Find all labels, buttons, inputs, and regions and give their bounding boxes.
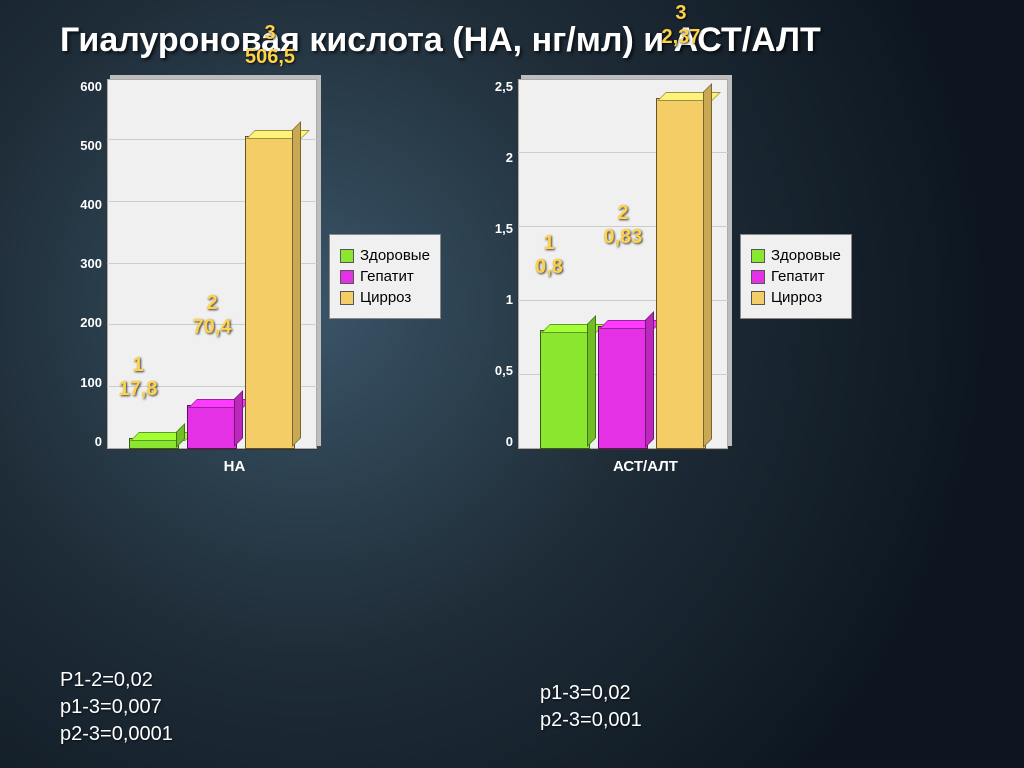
chart-2-area: 2,521,510,50 10,820,8332,37 АСТ/АЛТ <box>471 79 728 475</box>
bar-healthy <box>540 330 590 448</box>
bar-hepatitis <box>187 405 237 448</box>
bar-hepatitis <box>598 326 648 449</box>
charts-row: 6005004003002001000 117,8270,43506,5 НА … <box>60 79 984 475</box>
bar-label: 117,8 <box>93 353 183 401</box>
bar-label: 20,83 <box>578 201 668 249</box>
chart-2-plot: 10,820,8332,37 <box>517 79 728 450</box>
legend-hepatitis-2: Гепатит <box>751 268 841 285</box>
slide: Гиалуроновая кислота (НА, нг/мл) и АСТ/А… <box>0 0 1024 768</box>
legend-hepatitis: Гепатит <box>340 268 430 285</box>
bar-label: 10,8 <box>504 231 594 279</box>
chart-2-block: 2,521,510,50 10,820,8332,37 АСТ/АЛТ Здор… <box>471 79 852 475</box>
page-title: Гиалуроновая кислота (НА, нг/мл) и АСТ/А… <box>60 20 984 61</box>
chart-2-x-label: АСТ/АЛТ <box>563 458 728 475</box>
chart-2-y-axis: 2,521,510,50 <box>471 79 513 449</box>
legend-cirrhosis: Цирроз <box>340 289 430 306</box>
legend-cirrhosis-2: Цирроз <box>751 289 841 306</box>
legend-2: Здоровые Гепатит Цирроз <box>740 234 852 319</box>
bar-label: 270,4 <box>167 291 257 339</box>
chart-1-y-axis: 6005004003002001000 <box>60 79 102 449</box>
legend-healthy-2: Здоровые <box>751 247 841 264</box>
bar-healthy <box>129 438 179 449</box>
legend-healthy: Здоровые <box>340 247 430 264</box>
chart-2-pvalues: р1-3=0,02р2-3=0,001 <box>540 680 642 734</box>
bar-cirrhosis <box>245 136 295 448</box>
chart-1-area: 6005004003002001000 117,8270,43506,5 НА <box>60 79 317 475</box>
bar-cirrhosis <box>656 98 706 449</box>
chart-1-x-label: НА <box>152 458 317 475</box>
legend-1: Здоровые Гепатит Цирроз <box>329 234 441 319</box>
chart-1-plot: 117,8270,43506,5 <box>106 79 317 450</box>
chart-1-pvalues: Р1-2=0,02р1-3=0,007р2-3=0,0001 <box>60 667 173 748</box>
chart-1-block: 6005004003002001000 117,8270,43506,5 НА … <box>60 79 441 475</box>
